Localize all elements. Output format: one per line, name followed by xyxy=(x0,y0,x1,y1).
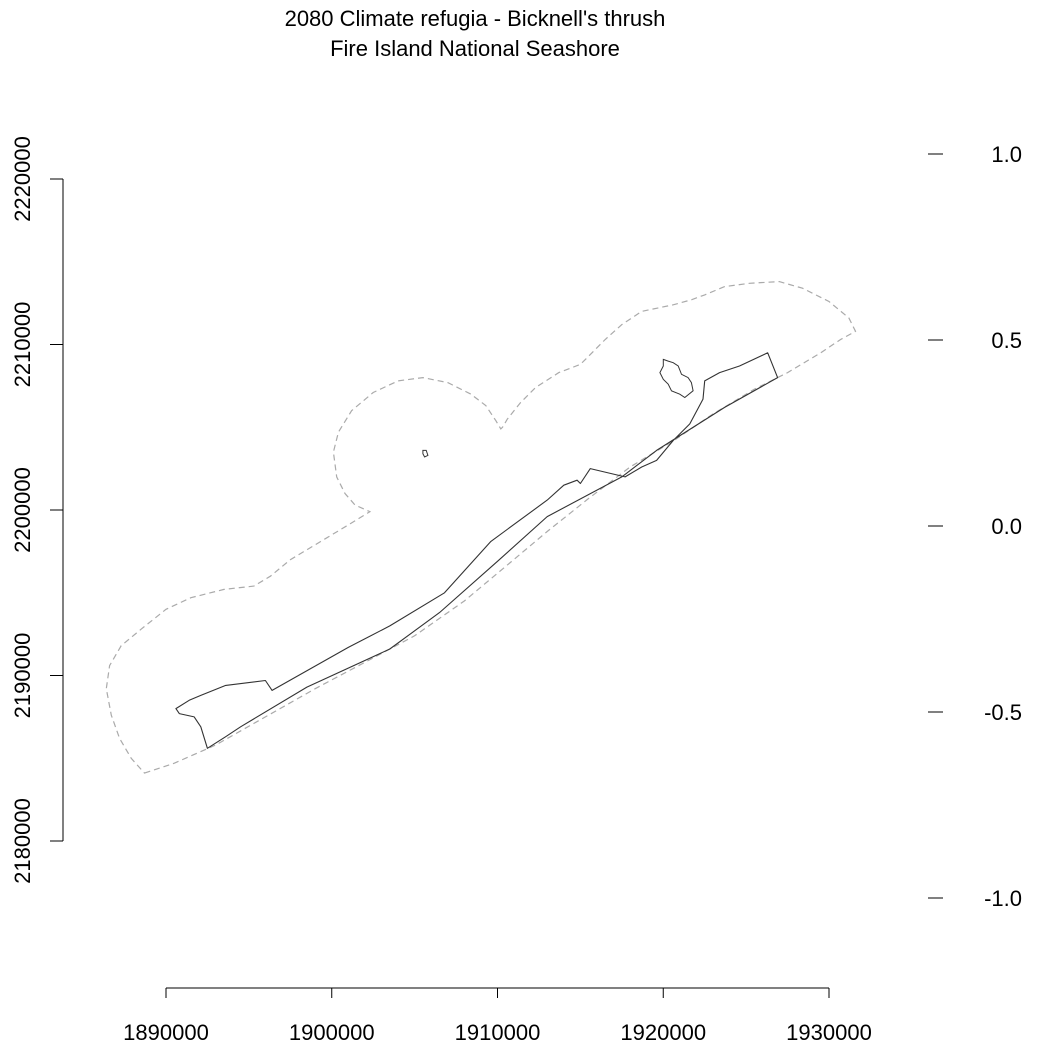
y-tick-label: 2200000 xyxy=(10,467,35,553)
park-boundary xyxy=(175,352,779,749)
legend-tick-label: 0.5 xyxy=(991,328,1022,353)
plot-area xyxy=(105,280,857,774)
legend-tick-label: -1.0 xyxy=(984,886,1022,911)
x-tick-label: 1930000 xyxy=(786,1020,872,1045)
x-tick-label: 1900000 xyxy=(289,1020,375,1045)
y-axis: 2180000 2190000 2200000 2210000 2220000 xyxy=(10,136,64,884)
legend-scale-axis: 1.0 0.5 0.0 -0.5 -1.0 xyxy=(928,142,1022,911)
map-subtitle: Fire Island National Seashore xyxy=(330,36,620,61)
legend-tick-label: 0.0 xyxy=(991,514,1022,539)
y-tick-label: 2190000 xyxy=(10,633,35,719)
legend-tick-label: 1.0 xyxy=(991,142,1022,167)
y-tick-label: 2210000 xyxy=(10,302,35,388)
y-tick-label: 2180000 xyxy=(10,798,35,884)
buffer-outline xyxy=(105,280,857,774)
map-title: 2080 Climate refugia - Bicknell's thrush xyxy=(285,6,666,31)
x-axis: 1890000 1900000 1910000 1920000 1930000 xyxy=(123,987,872,1045)
x-tick-label: 1920000 xyxy=(620,1020,706,1045)
y-tick-label: 2220000 xyxy=(10,136,35,222)
x-tick-label: 1890000 xyxy=(123,1020,209,1045)
x-tick-label: 1910000 xyxy=(455,1020,541,1045)
small-feature xyxy=(422,449,429,458)
interior-unit xyxy=(659,358,694,399)
legend-tick-label: -0.5 xyxy=(984,700,1022,725)
